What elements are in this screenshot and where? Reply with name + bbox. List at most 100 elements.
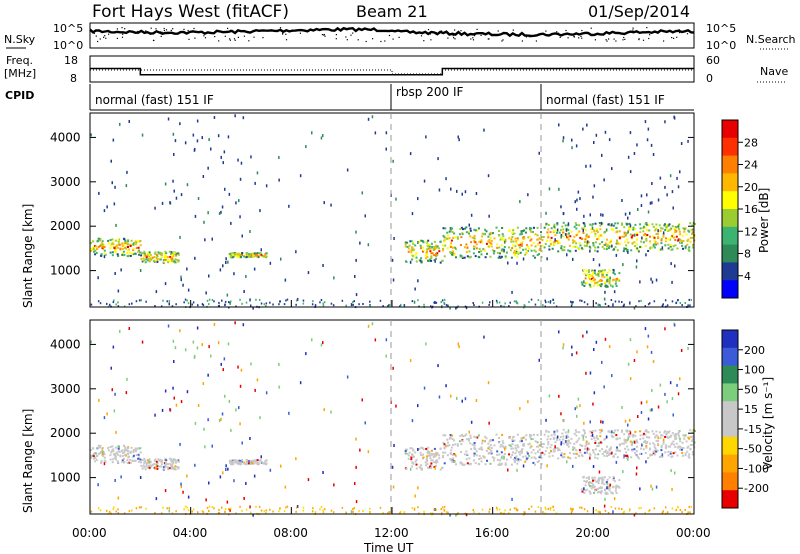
power-echo-cell bbox=[547, 228, 550, 231]
velocity-echo-cell bbox=[508, 436, 510, 439]
velocity-echo-cell bbox=[683, 435, 686, 438]
power-echo-cell bbox=[684, 247, 687, 250]
velocity-echo-cell bbox=[456, 444, 459, 447]
power-scatter-cell bbox=[562, 139, 564, 143]
power-echo-cell bbox=[498, 234, 501, 237]
velocity-echo-cell bbox=[547, 431, 550, 433]
power-echo-cell bbox=[588, 269, 590, 272]
nsearch-point bbox=[573, 35, 575, 38]
power-echo-cell bbox=[501, 233, 504, 236]
power-scatter-cell bbox=[609, 276, 611, 280]
velocity-scatter-cell bbox=[225, 464, 227, 468]
velocity-scatter-cell bbox=[173, 396, 175, 400]
power-scatter-cell bbox=[565, 233, 567, 237]
power-echo-cell bbox=[404, 243, 407, 246]
power-echo-cell bbox=[561, 225, 564, 228]
velocity-scatter-cell bbox=[434, 508, 436, 511]
velocity-echo-cell bbox=[649, 442, 651, 445]
power-echo-cell bbox=[111, 238, 114, 241]
nsearch-point bbox=[335, 38, 337, 40]
power-echo-cell bbox=[411, 246, 413, 249]
velocity-echo-cell bbox=[248, 460, 251, 463]
power-echo-cell bbox=[664, 240, 667, 243]
power-scatter-cell bbox=[572, 257, 574, 261]
power-ground-cell bbox=[302, 299, 305, 302]
power-echo-cell bbox=[129, 254, 132, 257]
power-echo-cell bbox=[478, 247, 481, 250]
power-ground-cell bbox=[537, 299, 540, 302]
power-echo-cell bbox=[430, 255, 433, 258]
velocity-echo-cell bbox=[483, 456, 486, 459]
velocity-ground-cell bbox=[509, 508, 511, 511]
velocity-echo-cell bbox=[451, 434, 454, 437]
power-echo-cell bbox=[626, 247, 629, 250]
velocity-scatter-cell bbox=[114, 392, 116, 396]
power-echo-cell bbox=[644, 226, 647, 229]
velocity-scatter-cell bbox=[172, 339, 175, 343]
power-echo-cell bbox=[98, 239, 101, 242]
power-echo-cell bbox=[500, 244, 503, 247]
velocity-echo-cell bbox=[501, 445, 504, 448]
power-ground-cell bbox=[653, 300, 656, 303]
power-echo-cell bbox=[536, 243, 539, 246]
velocity-echo-cell bbox=[436, 452, 439, 455]
velocity-echo-cell bbox=[449, 458, 452, 461]
power-scatter-cell bbox=[651, 182, 653, 185]
velocity-echo-cell bbox=[517, 459, 520, 462]
power-scatter-cell bbox=[650, 143, 653, 147]
power-echo-cell bbox=[451, 227, 454, 230]
power-echo-cell bbox=[236, 255, 239, 258]
power-echo-cell bbox=[478, 256, 481, 259]
power-echo-cell bbox=[135, 241, 138, 244]
velocity-echo-cell bbox=[601, 476, 604, 479]
velocity-echo-cell bbox=[411, 454, 414, 457]
velocity-echo-cell bbox=[549, 438, 552, 441]
nsky-label: N.Sky bbox=[4, 33, 36, 46]
velocity-echo-cell bbox=[622, 457, 625, 460]
velocity-scatter-cell bbox=[651, 389, 653, 392]
velocity-echo-cell bbox=[536, 450, 539, 453]
velocity-scatter-cell bbox=[669, 381, 672, 385]
power-echo-cell bbox=[593, 269, 596, 272]
power-echo-cell bbox=[528, 247, 531, 250]
velocity-echo-cell bbox=[530, 438, 533, 441]
power-scatter-cell bbox=[558, 187, 560, 191]
velocity-echo-cell bbox=[160, 460, 163, 463]
velocity-ground-cell bbox=[112, 508, 115, 511]
velocity-scatter-cell bbox=[567, 429, 570, 433]
power-scatter-cell bbox=[639, 280, 641, 284]
nave-tick-top: 60 bbox=[706, 54, 720, 67]
velocity-scatter-cell bbox=[222, 368, 224, 372]
velocity-echo-cell bbox=[415, 458, 418, 461]
nsearch-point bbox=[227, 27, 229, 29]
velocity-echo-cell bbox=[662, 440, 665, 443]
power-echo-cell bbox=[622, 250, 625, 253]
velocity-echo-cell bbox=[462, 435, 464, 438]
power-echo-cell bbox=[677, 225, 680, 228]
power-scatter-cell bbox=[483, 128, 485, 132]
nsearch-point bbox=[230, 29, 232, 31]
power-echo-cell bbox=[453, 232, 456, 235]
velocity-echo-cell bbox=[599, 435, 602, 438]
velocity-echo-cell bbox=[162, 466, 165, 469]
nsearch-point bbox=[528, 36, 531, 38]
velocity-echo-cell bbox=[123, 460, 126, 463]
power-echo-cell bbox=[486, 252, 488, 255]
velocity-echo-cell bbox=[585, 476, 588, 479]
velocity-scatter-cell bbox=[175, 403, 178, 407]
velocity-echo-cell bbox=[500, 462, 503, 465]
power-echo-cell bbox=[452, 250, 455, 253]
velocity-echo-cell bbox=[452, 444, 455, 446]
velocity-echo-cell bbox=[597, 480, 600, 483]
velocity-echo-cell bbox=[135, 454, 138, 456]
velocity-echo-cell bbox=[99, 444, 102, 447]
velocity-echo-cell bbox=[504, 447, 507, 450]
velocity-echo-cell bbox=[530, 456, 533, 459]
power-echo-cell bbox=[541, 239, 544, 242]
velocity-echo-cell bbox=[528, 442, 531, 445]
velocity-echo-cell bbox=[256, 462, 259, 465]
power-ground-cell bbox=[621, 301, 623, 303]
velocity-echo-cell bbox=[640, 452, 643, 455]
power-echo-cell bbox=[412, 249, 415, 252]
